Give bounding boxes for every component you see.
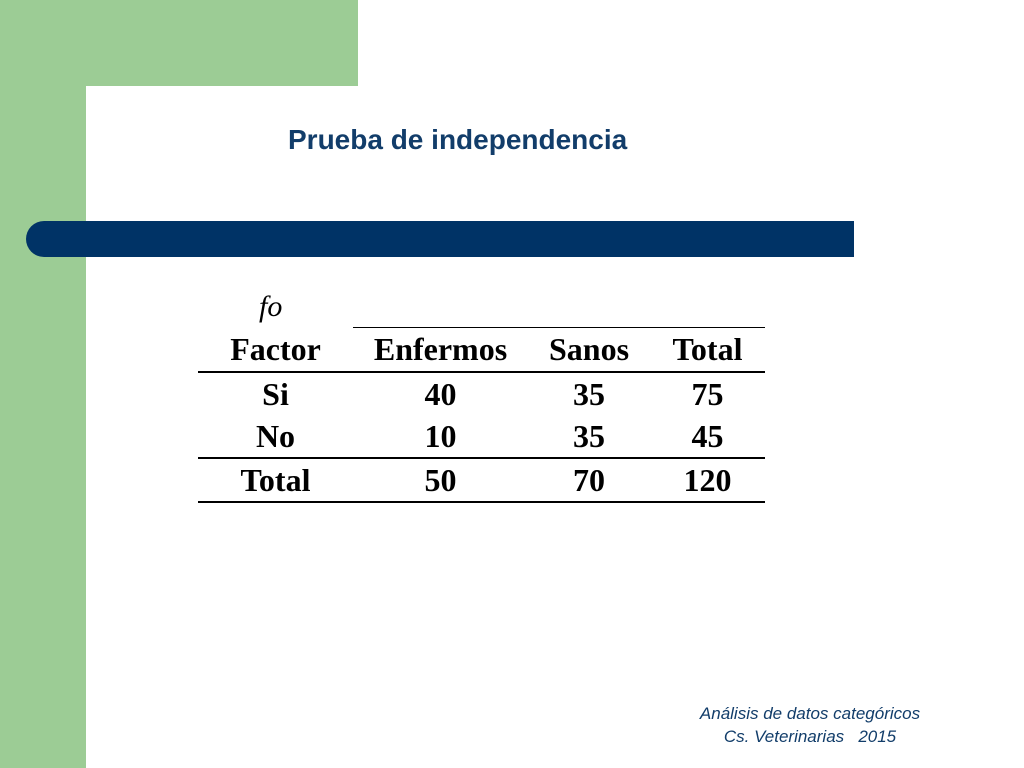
table-body: Si 40 35 75 No 10 35 45 Total 50 70 120 [198,372,765,503]
slide-title: Prueba de independencia [288,124,628,155]
row-label: Si [262,376,289,412]
header-row: Factor Enfermos Sanos Total [198,327,765,373]
table-cell: 120 [650,457,765,503]
table-cell: 70 [528,457,650,503]
table-cell: 10 [424,418,457,454]
table-cell: 35 [573,376,605,412]
table-header: Factor Enfermos Sanos Total [198,327,765,373]
table-row: Si 40 35 75 [198,372,765,415]
table-cell: 35 [573,418,605,454]
green-sidebar-decoration [0,0,86,768]
table-cell: 75 [691,376,724,412]
footer-course-title: Análisis de datos categóricos [699,704,921,723]
table-cell: 45 [691,418,724,454]
table-cell: 50 [353,457,528,503]
table-caption: fo [259,290,283,323]
header-cell-enfermos: Enfermos [353,327,528,373]
slide-footer: Análisis de datos categóricos Cs. Veteri… [670,702,950,748]
rounded-corner-decoration [86,86,146,146]
table-cell: 40 [424,376,457,412]
header-cell-total: Total [650,327,765,373]
row-label: No [255,418,296,454]
total-row: Total 50 70 120 [198,457,765,503]
footer-program-year: Cs. Veterinarias 2015 [723,727,897,746]
row-label: Total [198,457,353,503]
header-cell-factor: Factor [198,327,353,373]
green-top-decoration [0,0,358,86]
title-underline-bar [26,221,854,257]
header-cell-sanos: Sanos [528,327,650,373]
contingency-table: Factor Enfermos Sanos Total Si 40 35 75 … [198,327,765,503]
table-row: No 10 35 45 [198,415,765,458]
